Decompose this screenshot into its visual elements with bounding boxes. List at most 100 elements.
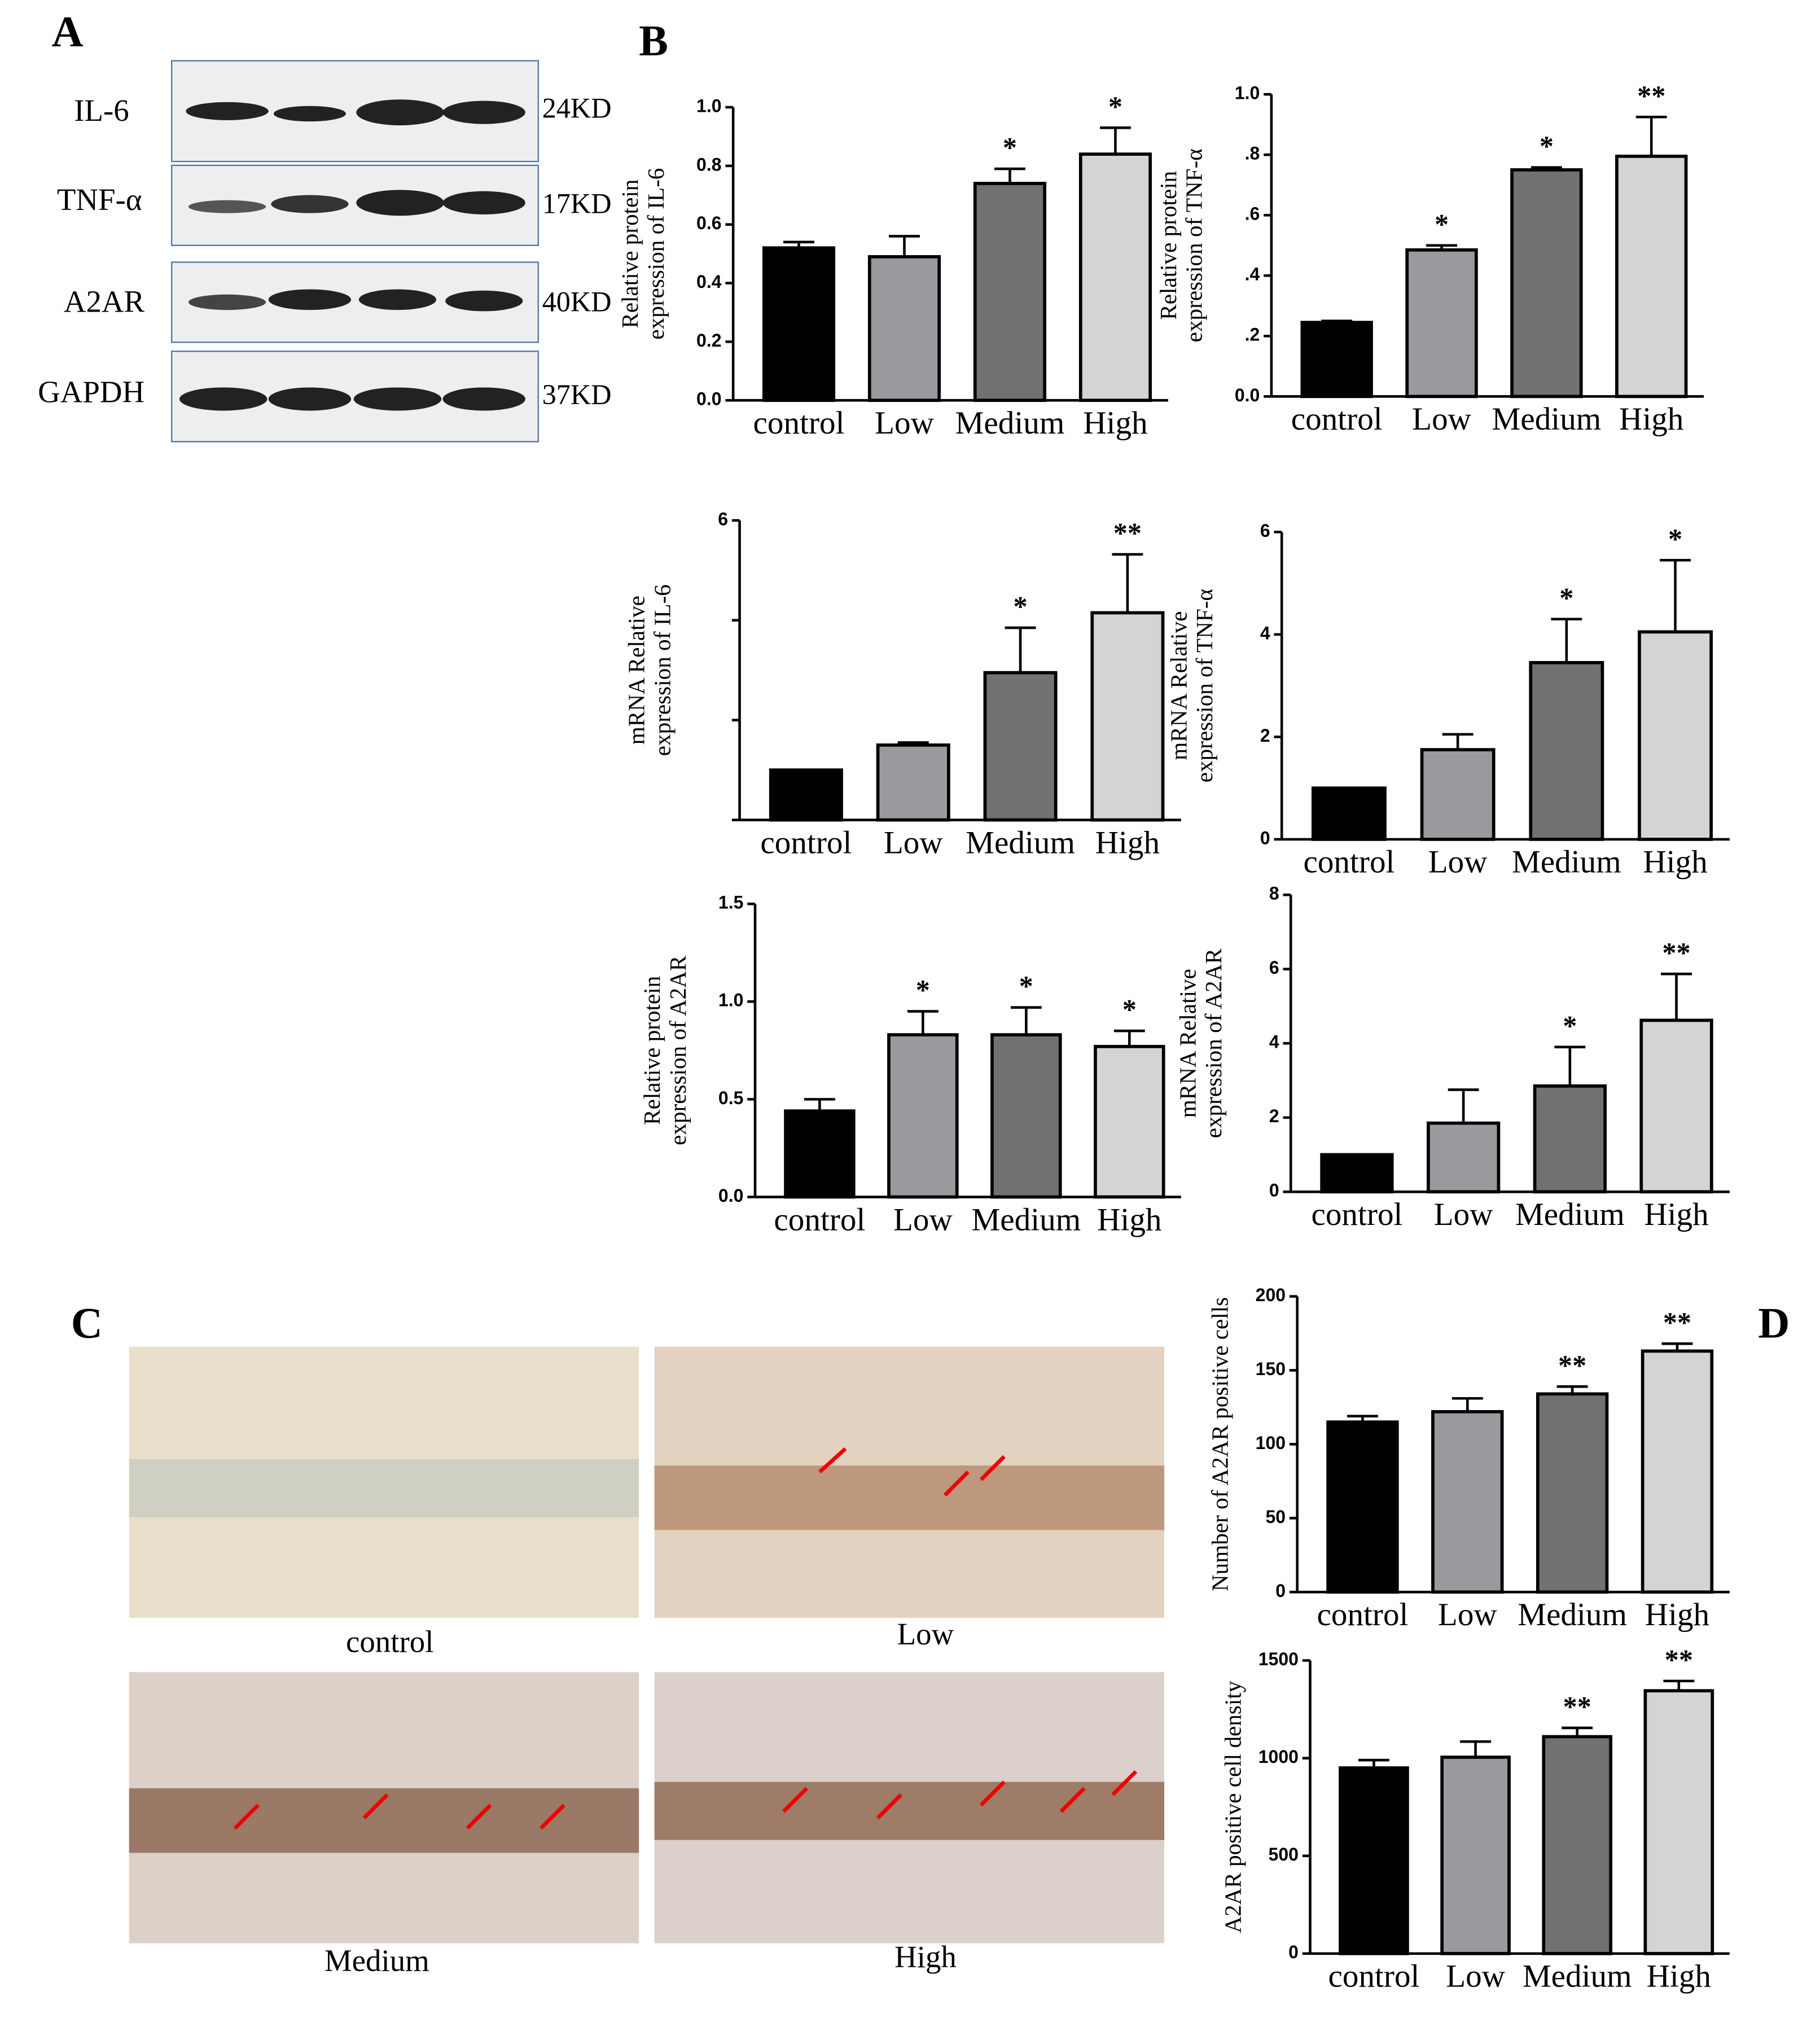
micrograph-caption: High [894, 1940, 957, 1974]
protein-label: IL-6 [74, 93, 129, 128]
y-tick-label: 50 [1265, 1507, 1286, 1527]
x-tick-label: Medium [1512, 844, 1621, 880]
error-bar [1554, 1045, 1586, 1086]
band [273, 106, 346, 122]
x-tick-label: Medium [955, 405, 1065, 441]
bar [784, 1109, 856, 1199]
significance: ** [1662, 937, 1690, 969]
y-tick-label: 0.0 [696, 389, 722, 409]
weight-label: 17KD [542, 188, 612, 220]
y-axis-label: Relative protein [617, 180, 643, 329]
x-tick-label: High [1619, 401, 1683, 437]
panel-label: C [71, 1298, 103, 1347]
error-bar [889, 235, 920, 257]
bar [887, 1033, 959, 1199]
bar [1643, 1689, 1714, 1955]
bar [1094, 1045, 1165, 1199]
bar [1638, 630, 1713, 841]
band [188, 200, 266, 213]
error-bar [1661, 972, 1692, 1021]
cell-layer [654, 1465, 1165, 1530]
y-axis-label: A2AR positive cell density [1220, 1680, 1246, 1933]
bar [973, 182, 1047, 402]
bar [1510, 168, 1583, 399]
error-bar [804, 1098, 835, 1111]
significance: * [1013, 591, 1027, 623]
y-tick-label: .6 [1245, 204, 1260, 224]
x-tick-label: control [1317, 1597, 1408, 1633]
micrograph-caption: Low [897, 1617, 954, 1651]
y-axis-label: mRNA Relative [1174, 969, 1200, 1118]
bar [1420, 748, 1496, 841]
y-axis-label: Relative protein [1155, 171, 1181, 320]
significance: ** [1637, 80, 1665, 112]
bar [1529, 660, 1604, 841]
weight-label: 37KD [542, 379, 612, 410]
arrow [818, 1447, 847, 1474]
x-tick-label: Low [1446, 1959, 1506, 1994]
error-bar [1562, 1726, 1593, 1737]
y-tick-label: 6 [1269, 957, 1279, 978]
x-tick-label: High [1645, 1597, 1709, 1633]
x-tick-label: control [760, 825, 852, 860]
x-tick-label: Medium [1515, 1197, 1625, 1232]
band [445, 290, 523, 312]
error-bar [783, 240, 814, 248]
arrow [466, 1804, 492, 1830]
cell-layer [129, 1459, 639, 1517]
error-bar [1451, 1397, 1483, 1412]
y-tick-label: 6 [718, 509, 728, 529]
bar [769, 768, 843, 822]
bar [876, 743, 950, 822]
y-axis-label: Relative protein [639, 976, 665, 1125]
error-bar [1460, 1740, 1492, 1757]
arrow [1059, 1787, 1086, 1813]
y-tick-label: 1500 [1258, 1649, 1299, 1669]
y-axis-label: expression of A2AR [665, 955, 691, 1145]
x-tick-label: control [1291, 401, 1383, 437]
significance: * [1122, 994, 1137, 1026]
x-tick-label: Low [875, 405, 935, 441]
band [268, 387, 352, 411]
x-tick-label: High [1643, 844, 1707, 880]
y-tick-label: .4 [1245, 264, 1260, 285]
band [186, 102, 269, 120]
arrow [876, 1793, 902, 1820]
y-tick-label: 0.8 [696, 154, 722, 174]
y-tick-label: 0.6 [696, 213, 722, 233]
panel-label: A [51, 7, 83, 56]
x-tick-label: Low [1434, 1197, 1494, 1232]
x-tick-label: Low [1428, 844, 1488, 880]
error-bar [1530, 166, 1562, 170]
x-tick-label: Low [884, 825, 944, 860]
y-tick-label: 150 [1256, 1359, 1286, 1379]
y-tick-label: 1.5 [718, 892, 744, 913]
x-tick-label: High [1083, 405, 1147, 441]
panel-label: D [1758, 1298, 1790, 1347]
band [353, 387, 442, 411]
bar [1300, 321, 1373, 399]
error-bar [1448, 1088, 1479, 1123]
protein-label: TNF-α [57, 182, 142, 217]
error-bar [1113, 1029, 1145, 1047]
bar [990, 1033, 1062, 1199]
bar [983, 671, 1058, 822]
y-axis-label: Number of A2AR positive cells [1207, 1297, 1233, 1591]
x-tick-label: control [1311, 1197, 1402, 1232]
significance: ** [1665, 1644, 1693, 1675]
x-tick-label: Medium [966, 825, 1075, 860]
x-tick-label: Medium [1518, 1597, 1627, 1633]
arrow [943, 1471, 970, 1497]
y-tick-label: .2 [1245, 325, 1260, 345]
error-bar [1112, 553, 1143, 613]
band [268, 289, 352, 310]
bar [1311, 786, 1387, 841]
y-tick-label: 2 [1260, 725, 1270, 746]
y-tick-label: 0 [1288, 1942, 1299, 1962]
arrows [233, 1447, 1138, 1830]
y-tick-label: 6 [1260, 520, 1270, 541]
error-bar [1635, 115, 1667, 156]
y-axis-label: mRNA Relative [1165, 611, 1191, 760]
error-bar [1426, 244, 1458, 250]
significance: * [1668, 523, 1682, 555]
